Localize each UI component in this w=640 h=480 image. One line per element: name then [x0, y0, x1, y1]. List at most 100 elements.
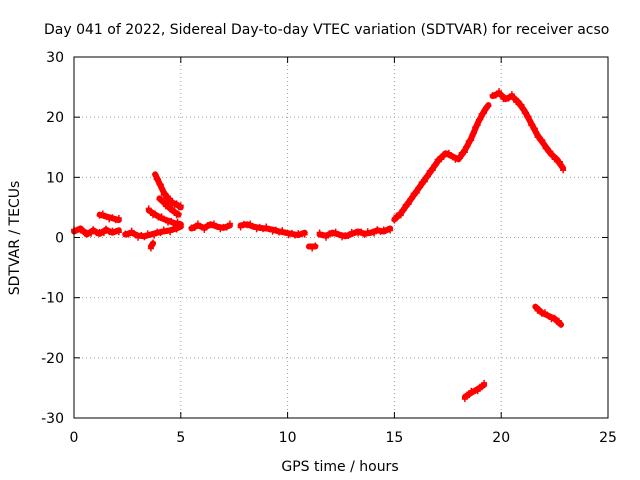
data-point [131, 231, 138, 238]
data-point [210, 220, 217, 227]
data-segment [156, 195, 182, 219]
y-axis-title: SDTVAR / TECUs [7, 181, 23, 296]
x-tick-label: 15 [385, 430, 403, 446]
data-point [288, 229, 295, 236]
x-tick-label: 10 [279, 430, 297, 446]
data-point [240, 220, 247, 227]
data-point [191, 224, 198, 231]
data-point [103, 225, 110, 232]
data-segment [145, 205, 184, 228]
data-segment [71, 225, 122, 238]
y-tick-label: 20 [46, 110, 64, 126]
data-point [481, 379, 488, 386]
data-point [461, 395, 468, 402]
data-point [558, 163, 565, 170]
data-point [457, 155, 464, 162]
data-point [155, 176, 162, 183]
data-point [536, 133, 543, 140]
data-point [351, 229, 358, 236]
data-point [413, 189, 420, 196]
data-point [103, 213, 110, 220]
data-point [464, 143, 471, 150]
data-point [90, 226, 97, 233]
chart-title: Day 041 of 2022, Sidereal Day-to-day VTE… [44, 22, 609, 38]
data-point [522, 109, 529, 116]
data-point [452, 156, 459, 163]
data-point [175, 210, 182, 217]
data-segment [391, 102, 492, 224]
data-point [147, 231, 154, 238]
y-tick-label: -20 [41, 351, 64, 367]
data-point [155, 214, 162, 221]
data-point [217, 226, 224, 233]
data-point [177, 221, 184, 228]
data-point [545, 312, 552, 319]
data-point [226, 220, 233, 227]
y-tick-label: 10 [46, 170, 64, 186]
data-point [401, 206, 408, 213]
data-point [438, 156, 445, 163]
data-point [295, 230, 302, 237]
data-point [478, 384, 485, 391]
data-point [253, 226, 260, 233]
data-point [171, 208, 178, 215]
data-point [560, 167, 567, 174]
data-point [112, 228, 119, 235]
data-point [536, 306, 543, 313]
data-point [164, 202, 171, 209]
data-point [198, 223, 205, 230]
data-point [147, 245, 154, 252]
data-point [169, 205, 176, 212]
y-tick-label: 30 [46, 50, 64, 66]
data-point [112, 217, 119, 224]
data-segment [96, 210, 122, 224]
data-point [135, 234, 142, 241]
data-point [244, 222, 251, 229]
y-tick-label: 0 [55, 231, 64, 247]
data-point [214, 223, 221, 230]
data-point [332, 228, 339, 235]
data-point [558, 321, 565, 328]
axis-ticks: 0 5 10 15 20 25 -30 -20 -10 0 10 20 30 [41, 50, 617, 446]
data-point [377, 228, 384, 235]
data-point [151, 232, 158, 239]
data-point [508, 91, 515, 98]
data-segment [316, 225, 394, 241]
data-point [115, 229, 122, 236]
data-point [515, 98, 522, 105]
data-point [260, 226, 267, 233]
data-point [548, 316, 555, 323]
data-point [541, 309, 548, 316]
data-point [247, 220, 254, 227]
data-point [544, 144, 551, 151]
data-point [171, 221, 178, 228]
data-point [477, 116, 484, 123]
data-point [518, 101, 525, 108]
data-point [292, 232, 299, 239]
data-point [405, 201, 412, 208]
data-point [250, 223, 257, 230]
data-point [505, 95, 512, 102]
data-point [445, 149, 452, 156]
data-point [305, 243, 312, 250]
data-point [449, 153, 456, 160]
data-point [159, 186, 166, 193]
x-tick-label: 20 [492, 430, 510, 446]
data-segment [147, 239, 157, 252]
data-point [263, 223, 270, 230]
data-point [144, 230, 151, 237]
data-point [201, 226, 208, 233]
data-point [157, 181, 164, 188]
data-point [342, 232, 349, 239]
grid [74, 57, 608, 418]
data-point [163, 227, 170, 234]
data-point [425, 173, 432, 180]
data-point [539, 136, 546, 143]
data-point [433, 161, 440, 168]
data-point [168, 217, 175, 224]
data-point [417, 184, 424, 191]
data-point [387, 227, 394, 234]
data-point [468, 137, 475, 144]
data-point [158, 213, 165, 220]
